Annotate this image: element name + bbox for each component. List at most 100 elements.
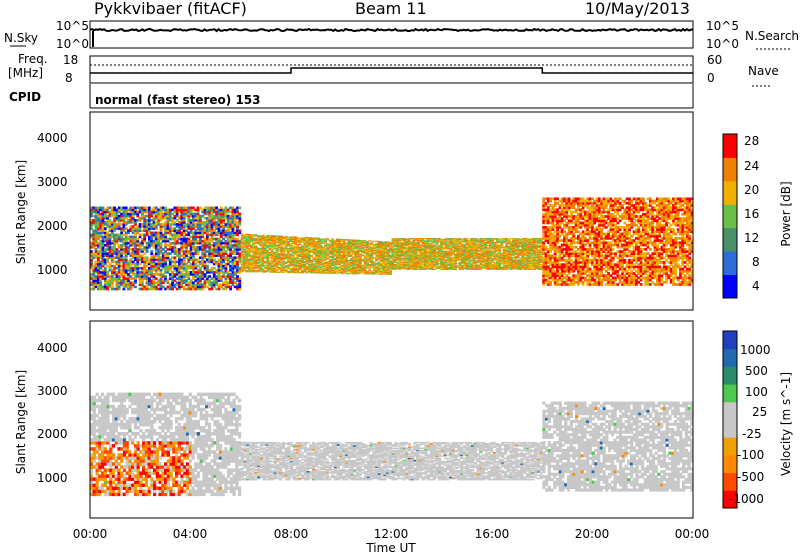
power-cell (435, 238, 439, 240)
power-cell (319, 261, 323, 263)
power-cell (273, 259, 276, 261)
power-cell (296, 260, 300, 262)
power-cell (414, 238, 418, 240)
power-cell (393, 256, 397, 258)
power-cell (379, 257, 383, 259)
power-cell (103, 287, 107, 291)
power-cell (212, 241, 216, 245)
power-cell (252, 237, 256, 240)
power-cell (254, 259, 258, 262)
power-cell (424, 245, 427, 248)
power-cell (368, 243, 372, 245)
power-cell (345, 252, 348, 254)
power-cell (268, 235, 272, 237)
power-cell (430, 249, 434, 252)
power-cell (400, 247, 404, 249)
power-cell (349, 248, 353, 251)
power-cell (393, 239, 397, 241)
power-cell (136, 271, 140, 274)
power-cell (224, 285, 228, 289)
power-cell (359, 239, 362, 242)
power-cell (210, 271, 214, 274)
power-cell (212, 285, 216, 289)
power-cell (331, 264, 334, 266)
power-cell (354, 267, 358, 270)
power-cell (412, 240, 416, 242)
power-cell (115, 233, 119, 237)
power-cell (212, 277, 216, 280)
power-cell (157, 256, 161, 259)
power-cell (363, 240, 367, 242)
power-cell (238, 256, 242, 259)
power-cell (113, 225, 116, 228)
power-cell (366, 259, 369, 261)
power-cell (417, 259, 420, 261)
power-cell (377, 261, 381, 263)
power-cell (435, 263, 439, 265)
power-cell (224, 287, 228, 291)
power-cell (224, 233, 228, 237)
power-cell (356, 269, 360, 271)
power-cell (175, 206, 179, 210)
power-cell (405, 264, 409, 266)
power-cell (277, 254, 281, 257)
power-cell (124, 223, 128, 226)
power-cell (233, 229, 237, 232)
power-cell (208, 287, 212, 291)
power-cell (363, 241, 367, 244)
power-cell (284, 253, 288, 255)
power-cell (366, 242, 369, 245)
power-cell (192, 216, 195, 220)
power-cell (124, 208, 128, 212)
power-cell (99, 214, 103, 218)
power-cell (296, 269, 300, 271)
power-cell (414, 244, 418, 246)
power-cell (117, 219, 121, 222)
power-cell (428, 245, 432, 247)
freq-ytick-bottom: 8 (65, 71, 73, 85)
power-cell (421, 252, 425, 254)
power-cell (192, 275, 195, 278)
power-cell (349, 239, 353, 241)
power-cell (261, 248, 265, 251)
power-cell (247, 239, 251, 242)
power-cell (129, 227, 133, 230)
power-cell (199, 219, 202, 222)
power-cell (433, 260, 436, 262)
power-cell (428, 242, 432, 244)
power-cell (143, 229, 147, 232)
power-cell (347, 263, 351, 265)
power-cell (319, 251, 323, 253)
power-cell (166, 254, 170, 257)
power-cell (159, 268, 163, 272)
power-cell (412, 249, 416, 252)
power-cell (212, 260, 216, 264)
power-cell (424, 245, 427, 247)
power-cell (303, 254, 307, 257)
power-cell (229, 285, 232, 289)
power-cell (178, 229, 181, 232)
power-cell (437, 267, 441, 269)
power-cell (189, 262, 193, 266)
power-cell (319, 250, 323, 252)
power-cell (384, 252, 388, 254)
power-cell (326, 258, 330, 260)
power-cell (175, 266, 179, 270)
power-cell (122, 221, 126, 224)
power-cell (229, 252, 232, 255)
power-cell (442, 264, 446, 267)
power-cell (303, 270, 307, 272)
power-cell (138, 235, 142, 239)
power-cell (289, 254, 293, 256)
power-cell (430, 265, 434, 267)
power-cell (92, 235, 96, 239)
power-cell (245, 257, 249, 260)
power-cell (291, 259, 295, 261)
power-cell (201, 244, 205, 247)
power-cell (338, 254, 341, 256)
power-cell (342, 251, 346, 253)
power-cell (435, 243, 439, 245)
power-cell (208, 250, 212, 253)
power-cell (92, 277, 96, 280)
